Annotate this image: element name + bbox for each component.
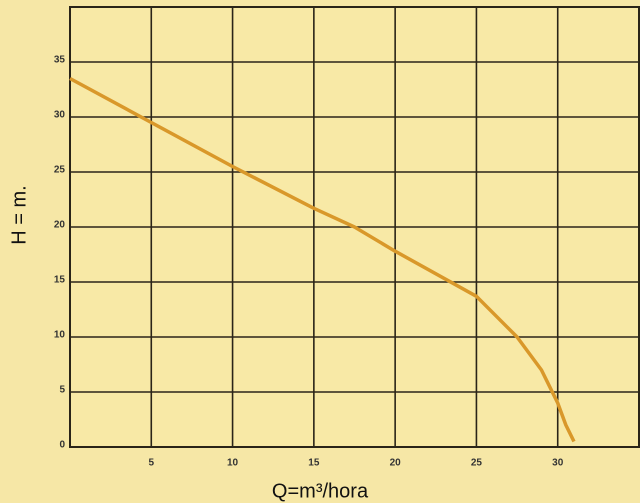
x-axis-label: Q=m³/hora	[272, 480, 369, 502]
x-tick-label: 20	[390, 458, 402, 469]
y-tick-label: 35	[54, 55, 66, 66]
x-tick-label: 5	[149, 458, 155, 469]
y-tick-label: 15	[54, 275, 66, 286]
y-tick-label: 30	[54, 110, 66, 121]
x-tick-label: 15	[308, 458, 320, 469]
y-tick-label: 0	[59, 440, 65, 451]
x-tick-label: 30	[552, 458, 564, 469]
y-axis-label: H = m.	[8, 185, 30, 244]
curve	[69, 76, 576, 443]
y-tick-label: 20	[54, 220, 66, 231]
x-tick-label: 10	[227, 458, 239, 469]
y-tick-label: 10	[54, 330, 66, 341]
x-tick-label: 25	[471, 458, 483, 469]
y-tick-label: 25	[54, 165, 66, 176]
y-tick-label: 5	[59, 385, 65, 396]
